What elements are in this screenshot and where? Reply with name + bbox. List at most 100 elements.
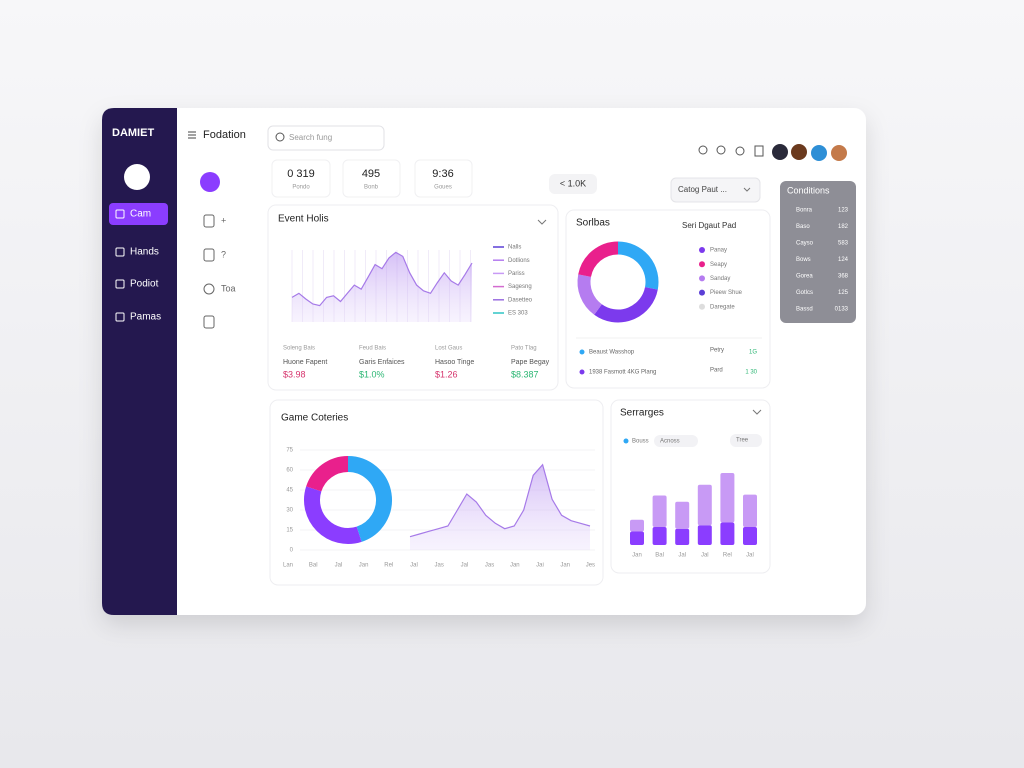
area-line <box>291 251 473 307</box>
card <box>565 209 771 389</box>
footer-value: $1.0% <box>359 369 385 379</box>
footer-value: 1G <box>749 350 757 356</box>
y-tick-label: 75 <box>286 448 293 454</box>
menu-icon[interactable] <box>188 131 196 139</box>
tool-icon[interactable] <box>203 214 215 228</box>
legend-label: Dasetteo <box>508 297 533 303</box>
x-tick-label: Jan <box>359 563 369 569</box>
footer-value: $8.387 <box>511 369 539 379</box>
x-tick-label: Jes <box>586 563 595 569</box>
row-dot <box>579 369 585 375</box>
footer-sub: Huone Fapent <box>283 359 327 366</box>
bar-segment <box>697 525 712 545</box>
card <box>610 399 771 574</box>
area-line <box>409 463 591 538</box>
dropdown-text: Tree <box>736 438 749 444</box>
filter-dropdown[interactable] <box>670 177 761 203</box>
card-title: Serrarges <box>620 408 664 419</box>
brand: DAMIET <box>112 127 154 139</box>
panel-row-label: Gotlcs <box>796 290 813 296</box>
x-tick-label: Bal <box>655 553 664 559</box>
stat-value: 0 319 <box>287 168 315 180</box>
stat-label: Pondo <box>292 185 310 191</box>
legend-label: Daregate <box>710 304 735 310</box>
tool-icon[interactable] <box>203 315 215 329</box>
stat-value: 495 <box>362 168 380 180</box>
footer-text: Beaust Wasshop <box>589 350 635 356</box>
legend-label: Sanday <box>710 276 730 282</box>
bar-segment <box>652 495 667 527</box>
sidebar <box>102 108 177 615</box>
dropdown[interactable] <box>730 434 762 447</box>
tool-label: Toa <box>221 283 236 293</box>
x-tick-label: Lan <box>283 563 293 569</box>
bar-segment <box>630 531 644 545</box>
legend-pill <box>654 435 698 447</box>
stat-card <box>414 159 473 198</box>
legend-dot <box>699 261 705 268</box>
card-title: Event Holis <box>278 214 329 225</box>
y-tick-label: 30 <box>286 508 293 514</box>
legend-dot <box>623 438 629 444</box>
avatar <box>124 164 150 190</box>
legend-label: Sagesng <box>508 284 532 290</box>
footer-label: Pato Tlag <box>511 346 537 352</box>
tool-label: ? <box>221 249 226 259</box>
legend-label: Nalls <box>508 245 521 251</box>
footer-value: 1 30 <box>745 370 757 376</box>
stat-card <box>342 159 401 198</box>
donut-segment <box>347 456 392 542</box>
legend-dot <box>699 275 705 282</box>
panel-row-label: Bassd <box>796 307 813 313</box>
x-tick-label: Jan <box>510 563 520 569</box>
x-tick-label: Jal <box>461 563 469 569</box>
legend-label: Seapy <box>710 262 727 268</box>
nav-icon <box>115 312 125 322</box>
x-tick-label: Rel <box>723 553 732 559</box>
footer-label: Pard <box>710 368 723 374</box>
bar-segment <box>675 528 690 545</box>
panel-row-value: 368 <box>838 274 849 280</box>
nav-active[interactable] <box>109 203 168 225</box>
x-tick-label: Jal <box>410 563 418 569</box>
search-box[interactable] <box>267 125 385 151</box>
legend-label: Pariss <box>508 271 525 277</box>
x-tick-label: Jal <box>335 563 343 569</box>
panel-row-value: 182 <box>838 224 849 230</box>
nav-item: Pamas <box>130 312 161 323</box>
legend-dot <box>699 247 705 253</box>
panel-row-label: Baso <box>796 224 810 230</box>
tool-icon[interactable] <box>203 248 215 262</box>
x-tick-label: Jan <box>560 563 570 569</box>
legend-dot <box>699 303 705 310</box>
footer-sub: Garis Enfaices <box>359 359 405 366</box>
donut-segment <box>578 241 619 278</box>
bar-segment <box>743 527 757 545</box>
panel-title: Conditions <box>787 185 830 195</box>
panel-row-label: Gorea <box>796 274 813 280</box>
footer-sub: Hasoo Tinge <box>435 359 474 366</box>
chevrons[interactable] <box>537 187 762 415</box>
area-fill <box>292 252 472 322</box>
donut-segment <box>617 241 659 290</box>
badge <box>549 174 597 194</box>
donut-segment <box>304 486 362 544</box>
panel-row-value: 125 <box>838 290 849 296</box>
x-tick-label: Jal <box>678 553 686 559</box>
badge-text: < 1.0K <box>560 178 586 188</box>
footer-sub: Pape Begay <box>511 359 550 366</box>
tool-icon[interactable] <box>203 283 215 295</box>
x-tick-label: Jal <box>746 553 754 559</box>
footer-value: $1.26 <box>435 369 458 379</box>
nav-icon <box>115 279 125 289</box>
conditions-panel <box>780 181 856 323</box>
x-tick-label: Jas <box>435 563 444 569</box>
search-placeholder: Search fung <box>289 133 332 142</box>
bar-segment <box>720 473 735 523</box>
footer-value: $3.98 <box>283 369 306 379</box>
app-icon[interactable] <box>200 172 220 192</box>
row-dot <box>579 349 585 355</box>
legend-title: Seri Dgaut Pad <box>682 221 736 230</box>
card-title: Game Coteries <box>281 413 348 424</box>
